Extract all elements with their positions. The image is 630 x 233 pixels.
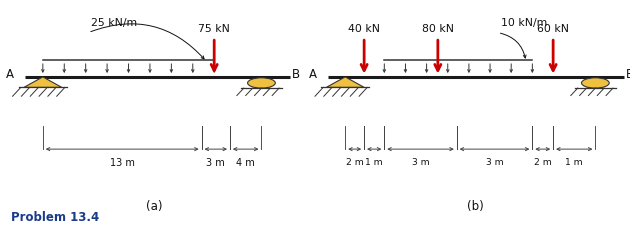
Text: B: B <box>292 68 300 81</box>
Text: 1 m: 1 m <box>365 158 383 167</box>
Text: 25 kN/m: 25 kN/m <box>91 18 137 28</box>
Text: 40 kN: 40 kN <box>348 24 380 34</box>
Text: 60 kN: 60 kN <box>537 24 569 34</box>
Text: 2 m: 2 m <box>534 158 552 167</box>
Text: A: A <box>309 68 317 81</box>
Polygon shape <box>24 77 62 87</box>
Text: 3 m: 3 m <box>207 158 225 168</box>
Text: 1 m: 1 m <box>566 158 583 167</box>
Text: Problem 13.4: Problem 13.4 <box>11 211 100 224</box>
Text: 3 m: 3 m <box>412 158 429 167</box>
Polygon shape <box>326 77 364 87</box>
Text: 75 kN: 75 kN <box>198 24 230 34</box>
Circle shape <box>581 78 609 88</box>
Text: 80 kN: 80 kN <box>422 24 454 34</box>
Text: 4 m: 4 m <box>236 158 255 168</box>
Text: (b): (b) <box>467 200 484 213</box>
Text: 3 m: 3 m <box>486 158 503 167</box>
Text: (a): (a) <box>146 200 163 213</box>
Text: B: B <box>626 68 630 81</box>
Text: 10 kN/m: 10 kN/m <box>501 18 547 28</box>
Text: 13 m: 13 m <box>110 158 135 168</box>
Text: 2 m: 2 m <box>346 158 364 167</box>
Circle shape <box>248 78 275 88</box>
Text: A: A <box>6 68 14 81</box>
